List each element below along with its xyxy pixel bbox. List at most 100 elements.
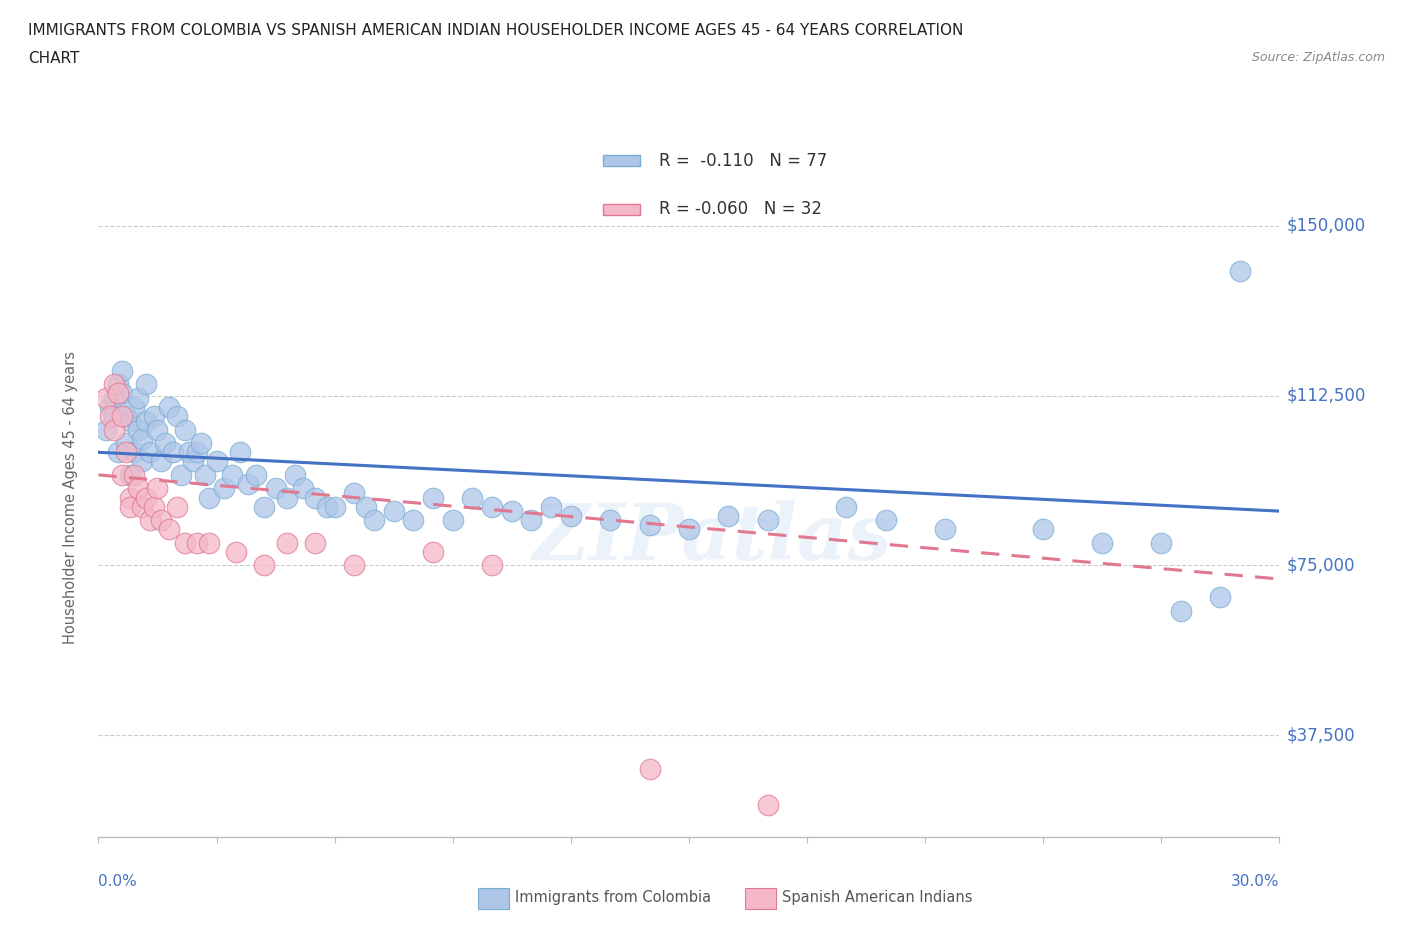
Point bbox=[107, 445, 129, 459]
Point bbox=[103, 391, 125, 405]
Point bbox=[111, 386, 134, 401]
Point bbox=[118, 490, 141, 505]
Text: CHART: CHART bbox=[28, 51, 80, 66]
Text: Spanish American Indians: Spanish American Indians bbox=[782, 890, 972, 905]
Text: Source: ZipAtlas.com: Source: ZipAtlas.com bbox=[1251, 51, 1385, 64]
Point bbox=[481, 499, 503, 514]
Text: 0.0%: 0.0% bbox=[98, 874, 138, 889]
Point bbox=[599, 512, 621, 527]
Point bbox=[194, 468, 217, 483]
Point bbox=[131, 432, 153, 446]
Point bbox=[756, 512, 779, 527]
Point bbox=[115, 408, 138, 423]
Point bbox=[304, 536, 326, 551]
Point bbox=[118, 499, 141, 514]
Point bbox=[382, 504, 405, 519]
Point bbox=[103, 377, 125, 392]
Point bbox=[115, 445, 138, 459]
Point bbox=[150, 512, 173, 527]
Point bbox=[520, 512, 543, 527]
Point bbox=[934, 522, 956, 537]
Text: $112,500: $112,500 bbox=[1286, 387, 1365, 405]
Point bbox=[146, 422, 169, 437]
Point bbox=[166, 408, 188, 423]
Point bbox=[422, 490, 444, 505]
Point bbox=[835, 499, 858, 514]
Point bbox=[138, 512, 160, 527]
Text: $150,000: $150,000 bbox=[1286, 217, 1365, 235]
Point bbox=[1032, 522, 1054, 537]
Point bbox=[96, 422, 118, 437]
Point bbox=[1170, 604, 1192, 618]
FancyBboxPatch shape bbox=[603, 155, 640, 166]
Point bbox=[174, 536, 197, 551]
Point bbox=[118, 413, 141, 428]
Point bbox=[225, 544, 247, 559]
Point bbox=[135, 377, 157, 392]
Point bbox=[441, 512, 464, 527]
Point bbox=[111, 408, 134, 423]
Point bbox=[461, 490, 484, 505]
Point bbox=[150, 454, 173, 469]
Point bbox=[166, 499, 188, 514]
Text: R =  -0.110   N = 77: R = -0.110 N = 77 bbox=[658, 152, 827, 170]
Point bbox=[540, 499, 562, 514]
Point bbox=[343, 558, 366, 573]
Point bbox=[131, 454, 153, 469]
Text: Immigrants from Colombia: Immigrants from Colombia bbox=[515, 890, 710, 905]
Point bbox=[98, 408, 121, 423]
Point bbox=[138, 445, 160, 459]
Point bbox=[111, 364, 134, 379]
Point bbox=[245, 468, 267, 483]
Point bbox=[253, 499, 276, 514]
Point bbox=[135, 490, 157, 505]
Point bbox=[170, 468, 193, 483]
Point bbox=[264, 481, 287, 496]
Point bbox=[190, 436, 212, 451]
Point bbox=[174, 422, 197, 437]
Point bbox=[157, 522, 180, 537]
Point bbox=[481, 558, 503, 573]
Point bbox=[122, 468, 145, 483]
Point bbox=[638, 517, 661, 532]
Point bbox=[229, 445, 252, 459]
Point bbox=[127, 391, 149, 405]
Point bbox=[1229, 264, 1251, 279]
Point bbox=[343, 485, 366, 500]
Text: 30.0%: 30.0% bbox=[1232, 874, 1279, 889]
Point bbox=[253, 558, 276, 573]
Point bbox=[221, 468, 243, 483]
Point bbox=[127, 422, 149, 437]
Point bbox=[142, 408, 165, 423]
Point bbox=[717, 508, 740, 523]
Text: R = -0.060   N = 32: R = -0.060 N = 32 bbox=[658, 200, 821, 219]
Point bbox=[276, 490, 298, 505]
Point bbox=[146, 481, 169, 496]
Text: $37,500: $37,500 bbox=[1286, 726, 1355, 744]
Point bbox=[142, 499, 165, 514]
Point bbox=[115, 436, 138, 451]
Point bbox=[107, 377, 129, 392]
Text: $75,000: $75,000 bbox=[1286, 556, 1355, 575]
Point bbox=[186, 445, 208, 459]
Point bbox=[103, 408, 125, 423]
Point bbox=[214, 481, 236, 496]
Point bbox=[304, 490, 326, 505]
Point bbox=[422, 544, 444, 559]
Point bbox=[127, 481, 149, 496]
Point bbox=[501, 504, 523, 519]
Point bbox=[560, 508, 582, 523]
Point bbox=[157, 400, 180, 415]
Point bbox=[118, 468, 141, 483]
Point bbox=[135, 413, 157, 428]
Point bbox=[177, 445, 200, 459]
Point bbox=[363, 512, 385, 527]
Point bbox=[96, 391, 118, 405]
Point bbox=[155, 436, 177, 451]
Point bbox=[1091, 536, 1114, 551]
Point bbox=[1150, 536, 1173, 551]
Point bbox=[197, 536, 219, 551]
Point bbox=[678, 522, 700, 537]
Point bbox=[402, 512, 425, 527]
Point bbox=[107, 386, 129, 401]
